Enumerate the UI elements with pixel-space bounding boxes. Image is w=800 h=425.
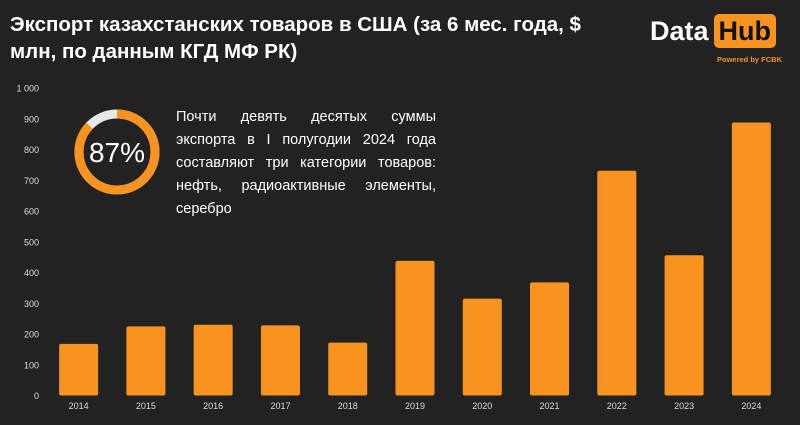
bar-2021 — [530, 282, 570, 396]
y-axis: 0 100 200 300 400 500 600 700 800 900 1 000 — [16, 84, 39, 402]
y-tick-label: 300 — [24, 299, 39, 309]
bar-2023 — [664, 255, 704, 396]
x-tick-label: 2022 — [607, 401, 627, 411]
x-axis: 2014 2015 2016 2017 2018 2019 2020 2021 2022 2023… — [69, 401, 762, 411]
logo-word-data: Data — [650, 16, 709, 46]
x-tick-label: 2020 — [472, 401, 492, 411]
bar-2015 — [126, 326, 166, 396]
x-tick-label: 2015 — [136, 401, 156, 411]
percent-label: 87% — [89, 137, 145, 168]
x-tick-label: 2021 — [540, 401, 560, 411]
y-tick-label: 400 — [24, 268, 39, 278]
datahub-logo: Data Hub Powered by FCBK — [650, 13, 790, 64]
bar-2016 — [193, 324, 233, 396]
x-tick-label: 2024 — [741, 401, 761, 411]
logo-word-hub: Hub — [713, 14, 777, 48]
percent-ring: 87% — [74, 109, 160, 195]
x-tick-label: 2019 — [405, 401, 425, 411]
bar-2022 — [597, 170, 637, 396]
y-tick-label: 0 — [34, 391, 39, 401]
bar-2019 — [395, 260, 435, 396]
bar-2018 — [328, 342, 368, 396]
x-tick-label: 2018 — [338, 401, 358, 411]
chart-title: Экспорт казахстанских товаров в США (за … — [10, 13, 581, 63]
y-tick-label: 600 — [24, 207, 39, 217]
y-tick-label: 100 — [24, 360, 39, 370]
annotation-text: Почти девять десятых суммы экспорта в I … — [176, 109, 436, 217]
y-tick-label: 1 000 — [16, 84, 39, 94]
y-tick-label: 200 — [24, 330, 39, 340]
ring-progress — [74, 109, 160, 195]
bar-2020 — [462, 298, 502, 396]
x-tick-label: 2023 — [674, 401, 694, 411]
logo-powered-by: Powered by FCBK — [716, 55, 782, 64]
x-tick-label: 2016 — [203, 401, 223, 411]
bar-2017 — [260, 325, 300, 396]
bar-2024 — [731, 122, 771, 396]
y-tick-label: 700 — [24, 176, 39, 186]
y-tick-label: 500 — [24, 237, 39, 247]
y-tick-label: 900 — [24, 114, 39, 124]
bars — [59, 122, 771, 396]
x-tick-label: 2014 — [69, 401, 89, 411]
bar-2014 — [59, 343, 99, 396]
y-tick-label: 800 — [24, 145, 39, 155]
x-tick-label: 2017 — [270, 401, 290, 411]
